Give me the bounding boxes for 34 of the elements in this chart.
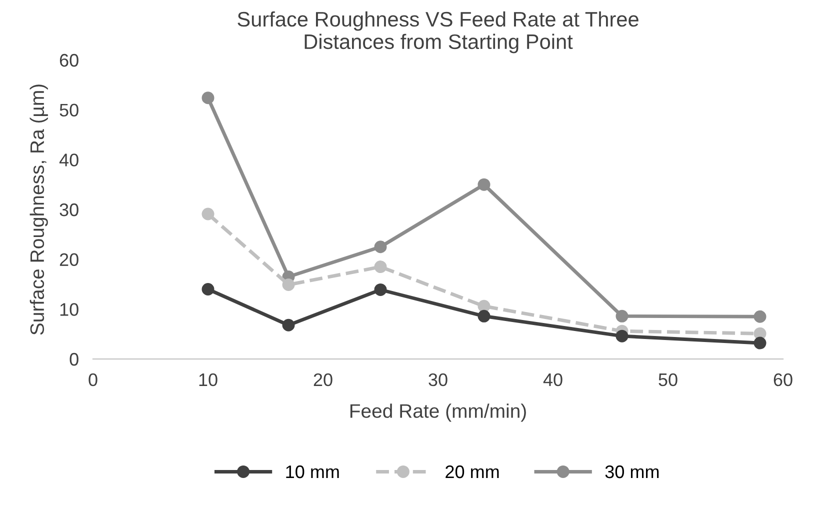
chart-title: Surface Roughness VS Feed Rate at Three Distances from Starting Point [238, 11, 638, 54]
y-tick-label: 0 [70, 352, 78, 366]
legend-label: 30 mm [605, 465, 659, 478]
point [478, 178, 490, 191]
x-tick-label: 40 [543, 373, 562, 386]
point [202, 92, 214, 104]
point [374, 260, 387, 274]
y-axis-title: Surface Roughness, Ra (µm) [30, 84, 48, 335]
legend-label: 20 mm [446, 465, 499, 478]
point [374, 283, 387, 296]
x-tick-label: 60 [774, 373, 792, 386]
point [754, 336, 766, 350]
x-tick-label: 50 [658, 373, 678, 386]
point [282, 318, 295, 332]
x-axis-title: Feed Rate (mm/min) [350, 404, 526, 422]
y-tick-label: 60 [60, 54, 78, 67]
y-tick-label: 20 [60, 253, 78, 266]
point [754, 310, 766, 323]
point [616, 330, 628, 342]
y-tick-label: 50 [60, 104, 78, 117]
point [616, 310, 628, 322]
point [202, 208, 214, 220]
y-tick-label: 40 [59, 154, 78, 166]
x-tick-label: 0 [88, 373, 98, 386]
x-tick-label: 30 [428, 373, 448, 386]
x-tick-label: 10 [199, 373, 218, 386]
point [478, 310, 490, 322]
legend-label: 10 mm [286, 465, 339, 478]
point [282, 278, 295, 291]
point [374, 240, 387, 254]
y-tick-label: 30 [60, 203, 78, 216]
x-tick-label: 20 [314, 373, 332, 386]
point [202, 282, 214, 296]
y-tick-label: 10 [60, 303, 78, 316]
